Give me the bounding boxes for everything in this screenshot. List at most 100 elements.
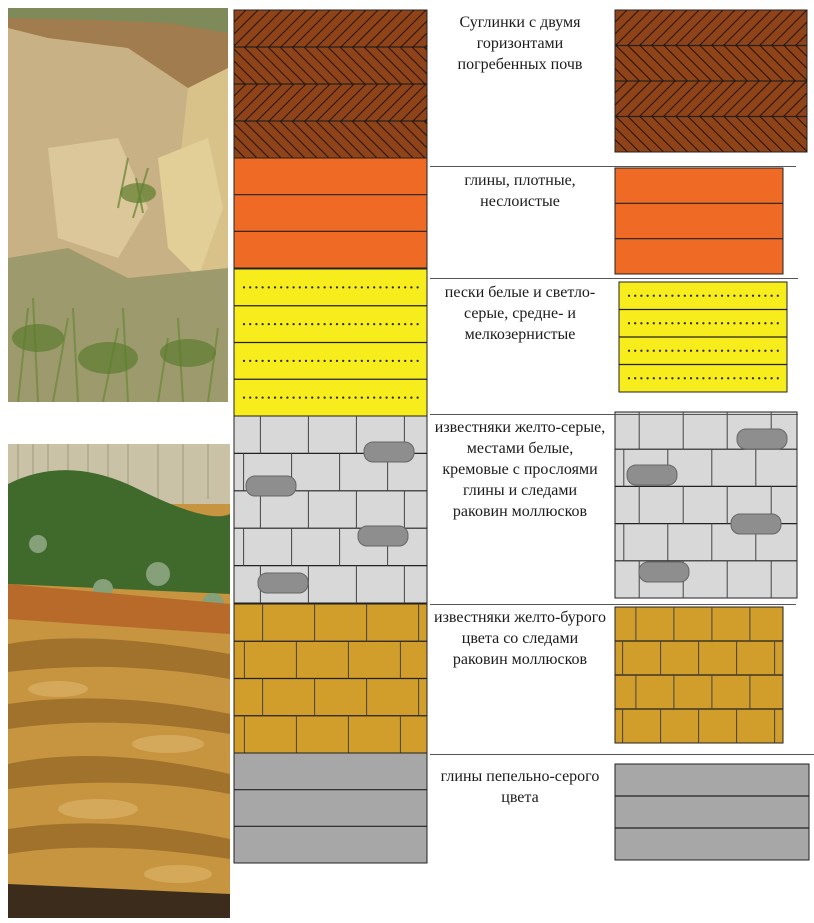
hatch-line	[388, 10, 427, 48]
sand-dot	[751, 377, 755, 380]
sand-dot	[379, 323, 382, 326]
sand-dot	[776, 322, 779, 325]
stratigraphic-column-right	[613, 8, 811, 866]
hatch-line	[723, 10, 760, 46]
hatch-line	[234, 83, 247, 97]
sand-dot	[397, 359, 401, 362]
hatch-line	[675, 45, 712, 82]
sand-dot	[410, 359, 413, 362]
sand-dot	[665, 349, 668, 352]
hatch-line	[364, 83, 403, 122]
sand-dot	[702, 322, 705, 325]
sand-dot	[720, 322, 724, 325]
sand-dot	[410, 323, 413, 326]
hatch-line	[352, 10, 391, 48]
hatch-line	[783, 92, 807, 117]
sand-dot	[689, 349, 693, 352]
sand-dot	[646, 322, 649, 325]
sand-dot	[683, 322, 686, 325]
hatch-line	[280, 10, 319, 48]
hatch-line	[316, 83, 355, 122]
sand-dot	[311, 286, 314, 289]
hatch-line	[267, 46, 306, 85]
sand-dot	[658, 349, 662, 352]
sand-dot	[298, 323, 301, 326]
sand-dot	[329, 359, 332, 362]
sand-dot	[627, 377, 631, 380]
sand-dot	[646, 377, 649, 380]
hatch-line	[615, 80, 640, 106]
sand-dot	[373, 286, 376, 289]
sand-dot	[404, 286, 407, 289]
sand-dot	[751, 294, 755, 297]
sand-dot	[758, 349, 761, 352]
hatch-line	[615, 80, 628, 94]
sand-dot	[634, 294, 637, 297]
sand-dot	[273, 286, 277, 289]
sand-dot	[727, 377, 730, 380]
sand-dot	[770, 377, 773, 380]
sand-dot	[342, 359, 345, 362]
hatch-line	[279, 46, 318, 85]
hatch-line	[376, 83, 415, 122]
sand-dot	[745, 377, 748, 380]
hatch-line	[771, 80, 807, 117]
hatch-line	[783, 45, 807, 70]
hatch-line	[735, 45, 772, 82]
sand-dot	[652, 377, 655, 380]
sand-dot	[739, 377, 742, 380]
sand-dot	[323, 323, 326, 326]
hatch-line	[663, 116, 700, 152]
sand-dot	[292, 396, 295, 399]
sand-dot	[708, 377, 711, 380]
sand-dot	[335, 396, 339, 399]
sand-dot	[242, 359, 246, 362]
sand-dot	[640, 349, 643, 352]
sand-dot	[714, 377, 717, 380]
sand-dot	[658, 294, 662, 297]
sand-dot	[677, 322, 680, 325]
sand-dot	[354, 359, 357, 362]
hatch-line	[795, 104, 807, 117]
sand-dot	[273, 323, 277, 326]
sand-dot	[329, 396, 332, 399]
sand-dot	[342, 286, 345, 289]
sand-dot	[665, 322, 668, 325]
hatch-line	[651, 116, 688, 152]
hatch-line	[387, 120, 426, 158]
sand-dot	[634, 377, 637, 380]
sand-dot	[758, 294, 761, 297]
shell-mark	[626, 464, 678, 486]
sand-dot	[745, 322, 748, 325]
hatch-line	[639, 10, 676, 46]
sand-dot	[261, 396, 264, 399]
sand-dot	[683, 377, 686, 380]
hatch-line	[243, 46, 282, 85]
sand-dot	[764, 322, 767, 325]
hatch-line	[291, 46, 330, 85]
sand-dot	[391, 323, 394, 326]
sand-dot	[397, 286, 401, 289]
sand-dot	[242, 286, 246, 289]
sand-dot	[739, 322, 742, 325]
hatch-line	[352, 83, 391, 122]
sand-dot	[342, 323, 345, 326]
hatch-line	[711, 80, 748, 117]
sand-dot	[267, 286, 270, 289]
hatch-line	[340, 83, 379, 122]
hatch-line	[400, 94, 427, 122]
layer-limestone-brown	[614, 606, 784, 744]
hatch-line	[627, 80, 664, 117]
rock-section-photo	[8, 444, 230, 918]
sand-dot	[366, 286, 370, 289]
hatch-line	[759, 116, 796, 152]
layer-fill	[233, 157, 428, 269]
sand-dot	[298, 286, 301, 289]
sand-dot	[329, 323, 332, 326]
sand-dot	[776, 294, 779, 297]
sand-dot	[416, 396, 419, 399]
sand-dot	[255, 396, 258, 399]
hatch-line	[759, 45, 796, 82]
sand-dot	[727, 322, 730, 325]
sand-dot	[366, 323, 370, 326]
